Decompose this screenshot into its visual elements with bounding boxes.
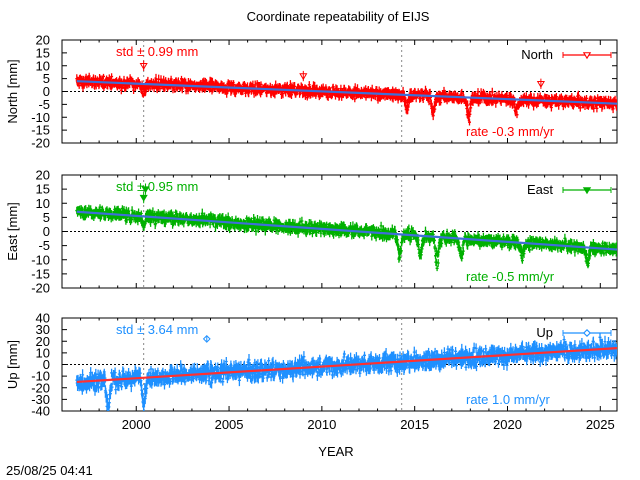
timestamp: 25/08/25 04:41 xyxy=(6,463,93,478)
y-tick-label: 20 xyxy=(36,334,50,349)
y-tick-label: 20 xyxy=(36,33,50,48)
y-tick-label: 10 xyxy=(36,196,50,211)
y-axis-label: East [mm] xyxy=(5,202,20,261)
rate-label: rate -0.5 mm/yr xyxy=(466,269,555,284)
y-axis-label: Up [mm] xyxy=(5,340,20,389)
x-tick-label: 2015 xyxy=(400,417,429,432)
std-label: std ± 0.95 mm xyxy=(116,179,198,194)
std-label: std ± 3.64 mm xyxy=(116,322,198,337)
y-tick-label: 5 xyxy=(43,210,50,225)
x-axis-label: YEAR xyxy=(318,444,353,459)
legend-marker xyxy=(583,329,591,337)
y-tick-label: 30 xyxy=(36,322,50,337)
outlier-point xyxy=(139,194,148,202)
outlier-point xyxy=(141,186,150,194)
legend-label: East xyxy=(527,182,553,197)
y-tick-label: -15 xyxy=(31,123,50,138)
y-tick-label: 20 xyxy=(36,168,50,183)
y-tick-label: 15 xyxy=(36,182,50,197)
error-bars xyxy=(75,204,617,272)
rate-label: rate -0.3 mm/yr xyxy=(466,124,555,139)
outlier-point xyxy=(536,81,545,88)
x-tick-label: 2025 xyxy=(586,417,615,432)
y-tick-label: 40 xyxy=(36,311,50,326)
y-tick-label: -10 xyxy=(31,110,50,125)
y-tick-label: -5 xyxy=(38,238,50,253)
y-tick-label: 0 xyxy=(43,84,50,99)
legend-label: Up xyxy=(536,325,553,340)
y-tick-label: 0 xyxy=(43,224,50,239)
trend-line xyxy=(76,210,617,251)
y-tick-label: -30 xyxy=(31,392,50,407)
y-tick-label: -20 xyxy=(31,281,50,296)
error-bars xyxy=(75,72,617,126)
outlier-point xyxy=(202,335,211,343)
y-axis-label: North [mm] xyxy=(5,59,20,123)
x-tick-label: 2005 xyxy=(215,417,244,432)
y-tick-label: 0 xyxy=(43,357,50,372)
y-tick-label: -5 xyxy=(38,97,50,112)
y-tick-label: 10 xyxy=(36,58,50,73)
series-north xyxy=(75,60,617,126)
outlier-point xyxy=(299,73,308,81)
y-tick-label: 15 xyxy=(36,45,50,60)
std-label: std ± 0.99 mm xyxy=(116,44,198,59)
rate-label: rate 1.0 mm/yr xyxy=(466,392,550,407)
legend-label: North xyxy=(521,47,553,62)
x-tick-label: 2000 xyxy=(122,417,151,432)
y-tick-label: -10 xyxy=(31,369,50,384)
y-tick-label: -20 xyxy=(31,380,50,395)
y-tick-label: -40 xyxy=(31,404,50,419)
outlier-point xyxy=(139,63,148,70)
trend-line xyxy=(76,80,617,105)
y-tick-label: 5 xyxy=(43,71,50,86)
y-tick-label: -15 xyxy=(31,266,50,281)
x-tick-label: 2020 xyxy=(493,417,522,432)
chart-title: Coordinate repeatability of EIJS xyxy=(247,9,430,24)
trend-line xyxy=(76,347,617,384)
legend-marker xyxy=(582,187,592,195)
legend-marker xyxy=(582,52,592,60)
y-tick-label: -10 xyxy=(31,252,50,267)
x-tick-label: 2010 xyxy=(307,417,336,432)
y-tick-label: 10 xyxy=(36,345,50,360)
series-east xyxy=(75,183,617,272)
y-tick-label: -20 xyxy=(31,136,50,151)
series-up xyxy=(75,333,617,411)
